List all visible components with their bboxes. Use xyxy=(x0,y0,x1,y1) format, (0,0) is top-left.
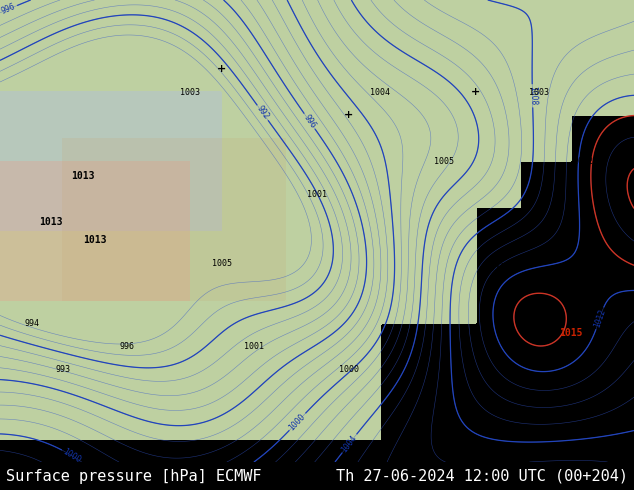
Text: 1001: 1001 xyxy=(307,190,327,198)
Text: 996: 996 xyxy=(119,342,134,351)
Text: 996: 996 xyxy=(0,2,17,16)
Text: Th 27-06-2024 12:00 UTC (00+204): Th 27-06-2024 12:00 UTC (00+204) xyxy=(335,468,628,484)
Text: 1004: 1004 xyxy=(370,88,391,97)
Text: 1013: 1013 xyxy=(70,171,94,180)
Text: 1005: 1005 xyxy=(212,259,232,268)
Text: 1000: 1000 xyxy=(339,365,359,374)
Text: 1013: 1013 xyxy=(83,235,107,245)
Text: +: + xyxy=(344,111,353,121)
Text: 994: 994 xyxy=(24,319,39,328)
Text: 992: 992 xyxy=(255,104,271,122)
Text: Surface pressure [hPa] ECMWF: Surface pressure [hPa] ECMWF xyxy=(6,468,262,484)
Text: 1003: 1003 xyxy=(529,88,549,97)
Text: 1004: 1004 xyxy=(340,433,359,454)
Text: 996: 996 xyxy=(302,113,318,130)
Text: +: + xyxy=(471,87,480,98)
Text: 1002: 1002 xyxy=(573,157,593,166)
Text: 1000: 1000 xyxy=(287,412,307,432)
Text: 1003: 1003 xyxy=(180,88,200,97)
Text: 993: 993 xyxy=(56,365,71,374)
Text: 1001: 1001 xyxy=(243,342,264,351)
Text: 1015: 1015 xyxy=(559,328,583,338)
Text: 1000: 1000 xyxy=(61,447,82,465)
Text: 1013: 1013 xyxy=(39,217,63,227)
Text: +: + xyxy=(217,64,226,74)
Text: 1008: 1008 xyxy=(527,86,537,105)
Text: 1012: 1012 xyxy=(592,308,607,329)
Text: 1013: 1013 xyxy=(482,263,507,273)
Text: 1005: 1005 xyxy=(434,157,454,166)
